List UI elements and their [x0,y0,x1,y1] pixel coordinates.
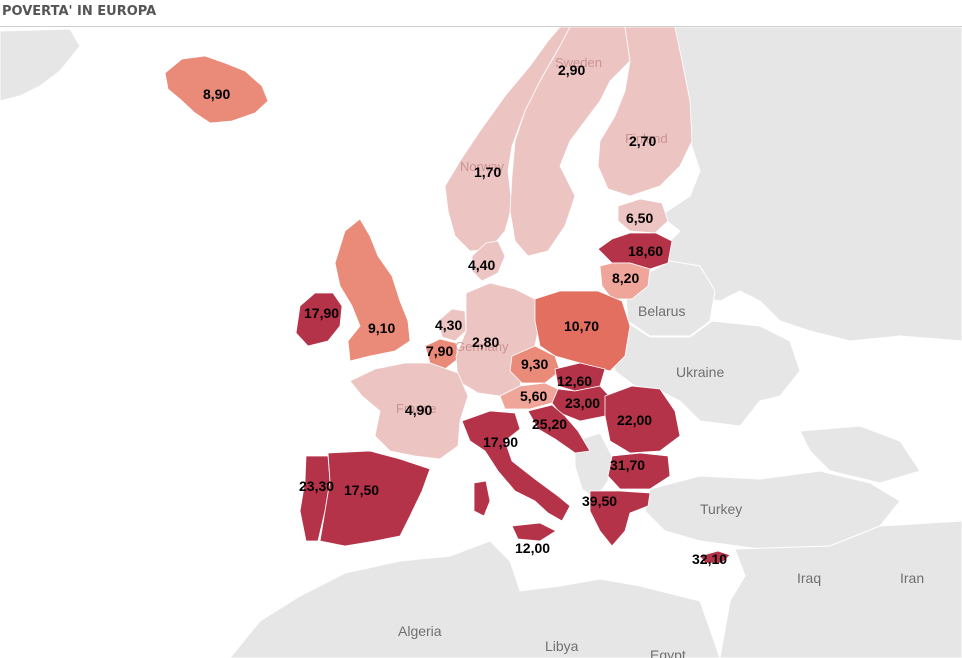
country-lithuania[interactable] [599,262,651,300]
value-ireland: 17,90 [304,305,339,321]
value-italy: 17,90 [483,434,518,450]
country-greece[interactable] [589,490,651,547]
value-denmark: 4,40 [468,257,495,273]
value-germany: 2,80 [472,334,499,350]
label-turkey: Turkey [700,501,742,517]
value-netherlands: 4,30 [435,317,462,333]
label-libya: Libya [545,638,579,654]
label-egypt: Egypt [650,647,686,658]
value-cyprus: 32,10 [692,551,727,567]
country-slovenia-croatia[interactable] [527,404,591,454]
land-greenland [0,28,81,102]
label-ukraine: Ukraine [676,364,724,380]
land-middle-east [719,520,962,658]
country-finland[interactable] [597,27,693,197]
value-slovakia: 12,60 [557,373,592,389]
value-france: 4,90 [405,402,432,418]
label-iran: Iran [900,570,924,586]
country-sweden[interactable] [509,27,631,257]
map-title: POVERTA' IN EUROPA [2,4,157,19]
country-iceland[interactable] [164,55,269,124]
value-greece: 39,50 [582,493,617,509]
label-norway: Norway [460,159,505,174]
land-caucasus [799,425,921,484]
value-portugal: 23,30 [299,478,334,494]
country-ireland[interactable] [295,292,343,347]
label-germany: Germany [455,339,509,354]
map-canvas: Sweden Finland Norway Germany France Bel… [0,27,962,658]
value-iceland: 8,90 [203,86,230,102]
country-uk[interactable] [334,218,411,362]
country-sicily[interactable] [511,522,557,542]
value-spain: 17,50 [344,482,379,498]
value-bulgaria: 31,70 [610,457,645,473]
value-lithuania: 8,20 [612,270,639,286]
country-poland[interactable] [534,290,631,372]
value-uk: 9,10 [368,320,395,336]
country-estonia[interactable] [617,198,669,234]
value-norway: 1,70 [474,164,501,180]
value-slovenia-croatia: 25,20 [532,416,567,432]
choropleth-map[interactable]: Sweden Finland Norway Germany France Bel… [0,26,962,658]
value-estonia: 6,50 [626,210,653,226]
country-italy[interactable] [461,410,571,522]
country-romania[interactable] [604,385,681,454]
value-romania: 22,00 [617,412,652,428]
country-spain[interactable] [319,450,431,547]
label-algeria: Algeria [398,623,442,639]
country-france[interactable] [349,362,469,460]
value-poland: 10,70 [564,318,599,334]
country-czech[interactable] [509,345,561,384]
value-latvia: 18,60 [628,243,663,259]
country-denmark[interactable] [471,240,506,282]
label-sweden: Sweden [555,55,602,70]
label-belarus: Belarus [638,303,685,319]
value-hungary: 23,00 [565,395,600,411]
country-bulgaria[interactable] [607,452,671,490]
land-ukraine [611,320,801,427]
value-austria: 5,60 [520,388,547,404]
label-france: France [396,401,436,416]
value-belgium: 7,90 [426,343,453,359]
land-north-africa [229,540,721,658]
country-sardinia[interactable] [473,480,491,517]
value-malta: 12,00 [515,540,550,556]
label-iraq: Iraq [797,570,821,586]
country-cyprus[interactable] [699,550,731,564]
value-czech: 9,30 [521,356,548,372]
label-finland: Finland [625,131,668,146]
value-sweden: 2,90 [558,62,585,78]
value-finland: 2,70 [629,133,656,149]
